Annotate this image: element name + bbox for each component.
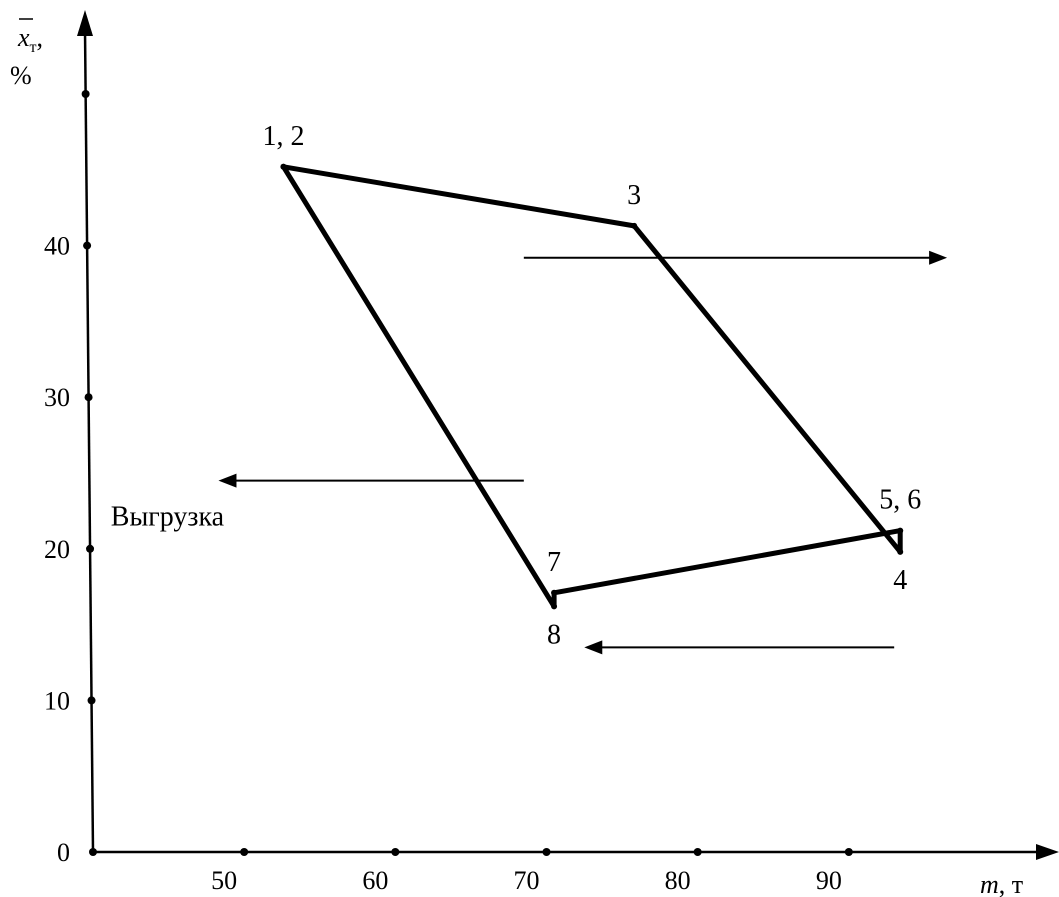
y-axis-label-symbol: x [17, 23, 30, 52]
y-axis-label: xт, [17, 23, 43, 56]
data-point-0-2 [897, 548, 904, 555]
arrow-head-1 [218, 473, 237, 488]
y-tick-label-10: 10 [44, 686, 70, 715]
y-axis-line [83, 29, 95, 853]
data-point-0-6 [280, 163, 287, 170]
arrow-head-2 [584, 640, 603, 655]
data-point-0-4 [551, 589, 558, 596]
x-axis-label-symbol: m [980, 870, 999, 897]
x-tick-label-90: 90 [816, 866, 842, 895]
y-tick-dot-20 [86, 544, 95, 553]
y-tick-dot-40 [83, 241, 92, 250]
arrow-head-0 [929, 250, 948, 265]
x-axis-arrowhead [1036, 844, 1059, 860]
y-axis-label-subscript: т [30, 39, 37, 56]
y-tick-label-20: 20 [44, 535, 70, 564]
x-tick-label-80: 80 [665, 866, 691, 895]
axes [77, 10, 1059, 860]
y-axis-label-comma: , [37, 23, 44, 52]
x-tick-label-60: 60 [362, 866, 388, 895]
data-point-0-1 [631, 222, 638, 229]
y-tick-label-30: 30 [44, 383, 70, 412]
series-line-0 [281, 164, 903, 609]
point-label-2: 4 [893, 565, 907, 596]
point-label-4: 7 [547, 547, 561, 578]
x-tick-label-70: 70 [514, 866, 540, 895]
point-label-0: 1, 2 [262, 121, 304, 152]
x-tick-dot-60 [391, 848, 400, 856]
x-tick-dot-50 [240, 848, 249, 856]
x-tick-dot-90 [844, 848, 853, 856]
annotation-text-unloading: Выгрузка [111, 501, 225, 532]
x-tick-label-50: 50 [211, 866, 237, 895]
point-label-1: 3 [627, 180, 641, 211]
point-label-3: 5, 6 [879, 485, 921, 516]
y-tick-dot-10 [87, 696, 96, 705]
y-tick-dot-0 [89, 848, 97, 856]
tick-marks [81, 90, 853, 856]
y-axis-label-unit: % [10, 61, 32, 90]
y-tick-label-0: 0 [57, 838, 70, 867]
point-label-5: 8 [547, 619, 561, 650]
x-axis-label: m, т [980, 870, 1023, 897]
series-layer [280, 163, 904, 610]
x-tick-dot-70 [542, 848, 551, 856]
annotation-layer [218, 250, 948, 655]
data-point-0-5 [551, 603, 558, 610]
y-tick-dot-30 [84, 393, 93, 402]
data-point-0-3 [897, 527, 904, 534]
x-axis-label-unit: , т [999, 870, 1023, 897]
x-tick-dot-80 [693, 848, 702, 856]
y-tick-dot-50 [81, 90, 90, 98]
y-tick-label-40: 40 [44, 232, 70, 261]
y-axis-arrowhead [77, 10, 93, 36]
